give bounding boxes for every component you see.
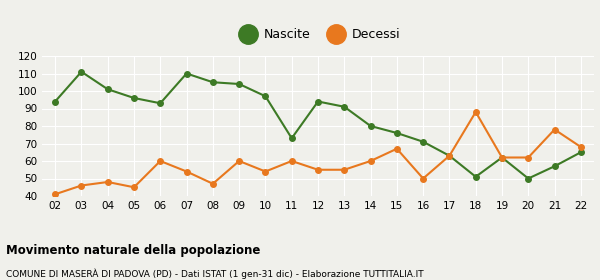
Text: COMUNE DI MASERÀ DI PADOVA (PD) - Dati ISTAT (1 gen-31 dic) - Elaborazione TUTTI: COMUNE DI MASERÀ DI PADOVA (PD) - Dati I… [6,269,424,279]
Nascite [209,81,217,84]
Nascite [419,140,427,143]
Nascite [446,154,453,157]
Decessi [551,128,558,131]
Nascite [262,95,269,98]
Nascite [52,100,59,103]
Nascite [393,131,400,135]
Decessi [236,159,243,163]
Nascite [472,175,479,178]
Decessi [130,186,137,189]
Text: Movimento naturale della popolazione: Movimento naturale della popolazione [6,244,260,256]
Nascite [157,102,164,105]
Decessi [52,193,59,196]
Nascite [367,124,374,128]
Decessi [341,168,348,171]
Nascite [130,96,137,100]
Nascite [236,82,243,86]
Nascite [104,88,112,91]
Decessi [209,182,217,185]
Legend: Nascite, Decessi: Nascite, Decessi [230,23,406,46]
Decessi [524,156,532,159]
Nascite [551,165,558,168]
Line: Nascite: Nascite [52,69,584,181]
Decessi [262,170,269,173]
Decessi [367,159,374,163]
Decessi [314,168,322,171]
Nascite [341,105,348,108]
Nascite [577,151,584,154]
Nascite [524,177,532,180]
Decessi [499,156,506,159]
Decessi [419,177,427,180]
Decessi [183,170,190,173]
Nascite [183,72,190,75]
Decessi [393,147,400,150]
Decessi [157,159,164,163]
Nascite [288,137,295,140]
Decessi [288,159,295,163]
Line: Decessi: Decessi [52,109,584,197]
Decessi [104,180,112,184]
Nascite [78,70,85,73]
Decessi [472,110,479,114]
Nascite [314,100,322,103]
Decessi [577,145,584,149]
Nascite [499,156,506,159]
Decessi [78,184,85,187]
Decessi [446,154,453,157]
